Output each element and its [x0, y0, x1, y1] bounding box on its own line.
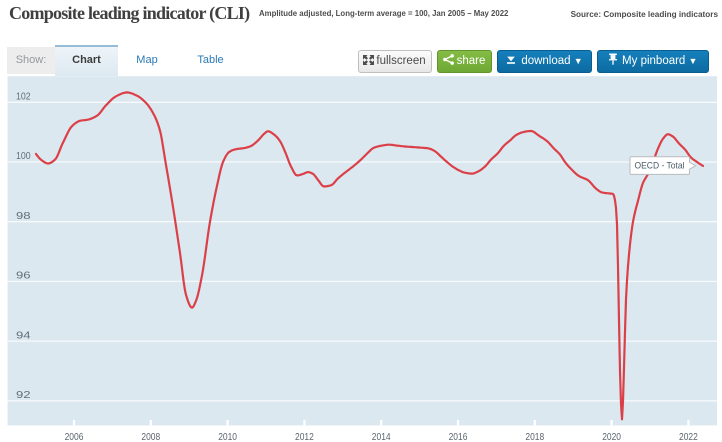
- svg-text:92: 92: [16, 390, 31, 401]
- svg-text:2014: 2014: [372, 432, 391, 442]
- svg-text:2010: 2010: [218, 432, 237, 442]
- svg-text:2018: 2018: [525, 432, 544, 442]
- svg-text:102: 102: [16, 92, 31, 103]
- svg-text:2012: 2012: [295, 432, 314, 442]
- svg-text:2008: 2008: [141, 432, 160, 442]
- svg-text:2020: 2020: [602, 432, 621, 442]
- svg-text:98: 98: [16, 211, 31, 222]
- svg-text:96: 96: [16, 271, 31, 282]
- svg-text:2006: 2006: [65, 432, 84, 442]
- svg-text:2016: 2016: [449, 432, 468, 442]
- svg-text:100: 100: [16, 151, 31, 162]
- svg-text:OECD - Total: OECD - Total: [635, 161, 685, 171]
- svg-text:2022: 2022: [679, 432, 698, 442]
- svg-text:94: 94: [16, 330, 31, 341]
